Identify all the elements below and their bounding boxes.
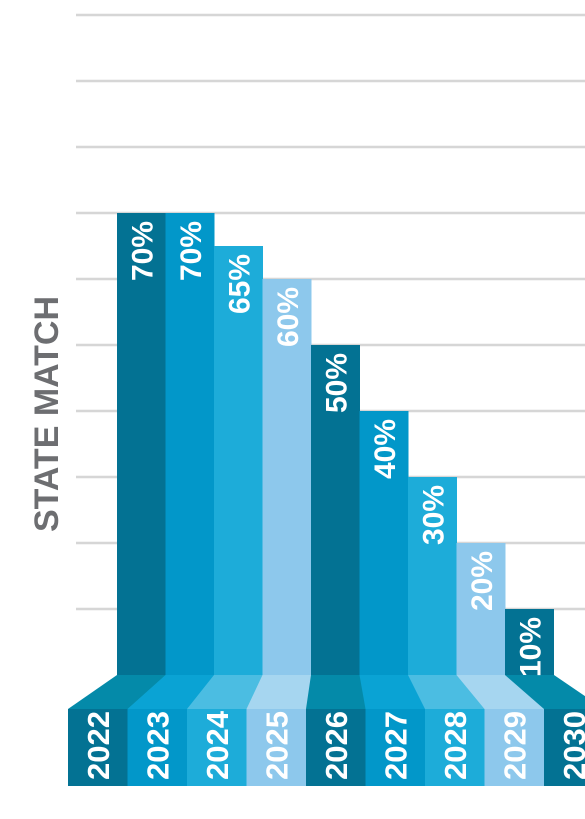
value-label-2030: 10% — [514, 617, 547, 677]
tick-label-2026: 2026 — [319, 711, 354, 780]
bar-2026 — [311, 345, 360, 675]
bar-2023 — [165, 213, 215, 675]
value-label-2027: 40% — [369, 419, 402, 479]
base-top-2029 — [456, 675, 545, 709]
base-front-2022 — [68, 709, 128, 786]
base-front-2025 — [246, 709, 307, 786]
value-label-2026: 50% — [320, 353, 353, 413]
value-label-2029: 20% — [466, 551, 499, 611]
category-base: 2022 2023 2024 2025 2026 2027 2028 2029 2030 — [68, 675, 585, 786]
tick-label-2023: 2023 — [140, 711, 175, 780]
bar-2029 — [456, 543, 506, 675]
tick-label-2029: 2029 — [497, 711, 532, 780]
y-axis-label: STATE MATCH — [28, 296, 66, 532]
tick-label-2022: 2022 — [81, 711, 116, 780]
bar-2025 — [262, 279, 312, 675]
base-top-2025 — [246, 675, 312, 709]
base-front-2029 — [484, 709, 545, 786]
bar-2028 — [408, 477, 457, 675]
base-top-2023 — [127, 675, 215, 709]
base-top-2030 — [505, 675, 585, 709]
base-front-2026 — [306, 709, 366, 786]
bar-2027 — [359, 411, 409, 675]
base-top-2026 — [306, 675, 366, 709]
base-front-2023 — [127, 709, 188, 786]
tick-label-2027: 2027 — [378, 711, 413, 780]
base-front-2028 — [425, 709, 485, 786]
base-front-2024 — [187, 709, 247, 786]
tick-label-2024: 2024 — [200, 710, 235, 780]
value-label-2024: 65% — [223, 254, 256, 314]
tick-label-2025: 2025 — [259, 711, 294, 780]
value-labels: 70% 70% 65% 60% 50% 40% 30% 20% 10% — [126, 221, 547, 677]
tick-label-2028: 2028 — [438, 711, 473, 780]
bar-2024 — [214, 246, 263, 675]
tick-label-2030: 2030 — [557, 711, 585, 780]
value-label-2028: 30% — [417, 485, 450, 545]
bar-2030 — [505, 609, 554, 675]
bars — [117, 213, 554, 675]
value-label-2022: 70% — [126, 221, 159, 281]
base-front-2027 — [365, 709, 426, 786]
base-front-2030 — [544, 709, 585, 786]
base-top-2024 — [187, 675, 263, 709]
base-top-2028 — [408, 675, 485, 709]
bar-2022 — [117, 213, 166, 675]
value-label-2023: 70% — [175, 221, 208, 281]
base-top-2022 — [68, 675, 166, 709]
value-label-2025: 60% — [272, 287, 305, 347]
base-top-2027 — [359, 675, 426, 709]
